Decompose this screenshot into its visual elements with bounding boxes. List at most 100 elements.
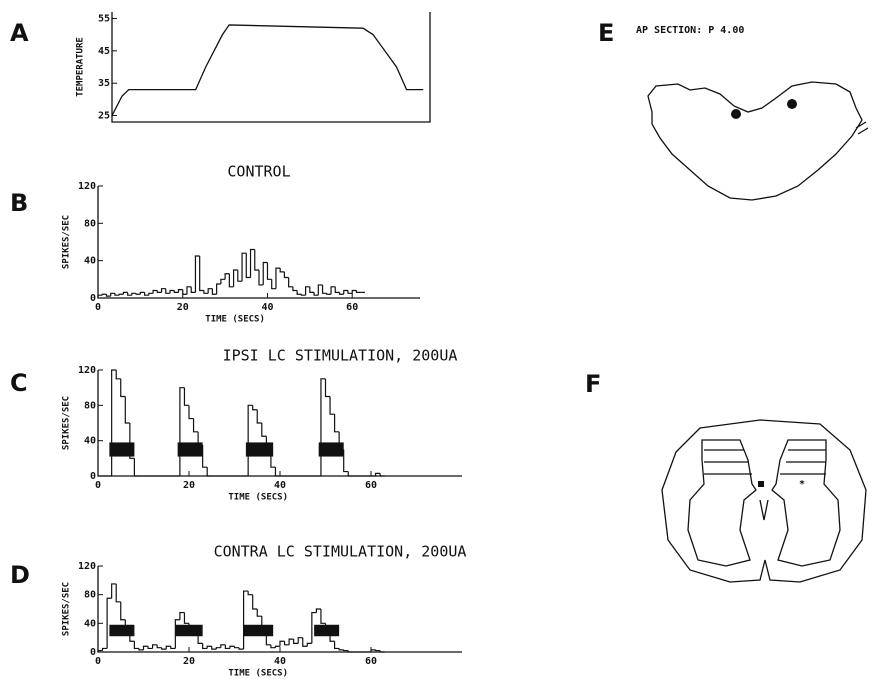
histogram-bin — [229, 274, 233, 287]
histogram-bin — [179, 290, 183, 293]
histogram-bin — [257, 609, 262, 616]
panel-label: C — [10, 369, 28, 397]
histogram-bin — [111, 293, 115, 296]
histogram-bin — [376, 650, 381, 651]
axes — [98, 370, 462, 476]
histogram-bin — [121, 379, 126, 397]
histogram-bin — [184, 388, 189, 406]
histogram-bin — [318, 285, 322, 295]
brainstem-section — [648, 82, 868, 200]
histogram-bin — [306, 287, 310, 295]
y-axis-label: SPIKES/SEC — [62, 582, 72, 636]
y-tick-label: 55 — [98, 13, 110, 24]
histogram-bin — [119, 294, 123, 295]
x-axis-label: TIME (SECS) — [205, 315, 265, 325]
histogram-bin — [307, 643, 312, 646]
histogram-bin — [112, 370, 117, 476]
lesion-marker — [787, 99, 797, 109]
histogram-bin — [153, 645, 158, 649]
histogram-bin — [284, 272, 288, 278]
histogram-bin — [380, 651, 385, 652]
histogram-bin — [184, 613, 189, 624]
y-tick-label: 35 — [98, 78, 110, 89]
panel-label: B — [10, 189, 28, 217]
histogram-bin — [170, 291, 174, 294]
histogram-bin — [221, 279, 225, 284]
histogram-bin — [335, 641, 340, 648]
histogram-bin — [200, 256, 204, 291]
marker — [758, 481, 764, 487]
y-axis-label: SPIKES/SEC — [62, 396, 72, 450]
x-axis-label: TIME (SECS) — [228, 669, 288, 679]
histogram-bin — [246, 253, 250, 277]
chart-title: CONTROL — [227, 163, 290, 181]
chart-title: IPSI LC STIMULATION, 200UA — [223, 347, 458, 365]
histogram-bin — [380, 473, 385, 476]
spinal-section: * — [662, 420, 866, 582]
histogram-bin — [121, 602, 126, 620]
axes — [98, 566, 462, 652]
histogram-bin — [221, 645, 226, 648]
histogram-bin — [162, 289, 166, 293]
histogram-bin — [356, 291, 360, 293]
histogram-bin — [289, 277, 293, 286]
panel-label: F — [585, 370, 601, 398]
histogram-bin — [272, 279, 276, 288]
marker: * — [799, 479, 805, 490]
histogram-bin — [103, 648, 108, 650]
x-tick-label: 20 — [177, 302, 189, 313]
histogram-bin — [195, 256, 199, 292]
histogram-bin — [235, 646, 240, 647]
histogram-bin — [239, 648, 244, 649]
histogram-bin — [340, 292, 344, 294]
histogram-bin — [194, 419, 199, 432]
stimulation-block — [109, 442, 134, 456]
y-axis-label: SPIKES/SEC — [62, 215, 72, 269]
histogram-bin — [263, 263, 267, 285]
histogram-bin — [275, 646, 280, 647]
histogram-bin — [255, 249, 259, 270]
histogram-bin — [134, 641, 139, 648]
histogram-bin — [348, 472, 353, 476]
x-tick-label: 60 — [346, 302, 358, 313]
histogram-bin — [327, 293, 331, 294]
histogram-bin — [180, 613, 185, 620]
temperature-line — [112, 25, 423, 116]
histogram-bin — [136, 293, 140, 294]
histogram-bin — [106, 294, 110, 296]
histogram-bin — [262, 423, 267, 436]
histogram-bin — [253, 595, 258, 609]
histogram-bin — [123, 292, 127, 294]
histogram-bin — [344, 291, 348, 295]
y-tick-label: 120 — [78, 365, 96, 376]
histogram-bin — [203, 445, 208, 467]
histogram-bin — [316, 609, 321, 613]
histogram-bin — [115, 293, 119, 295]
histogram-bin — [298, 638, 303, 644]
histogram-bin — [294, 639, 299, 643]
histogram-bin — [344, 650, 349, 651]
histogram-bin — [301, 294, 305, 295]
y-tick-label: 120 — [78, 181, 96, 192]
histogram-bin — [348, 291, 352, 294]
histogram-bin — [225, 645, 230, 649]
histogram-bin — [208, 289, 212, 294]
histogram-bin — [285, 641, 290, 645]
histogram-bin — [191, 287, 195, 293]
histogram-bin — [204, 291, 208, 294]
lesion-marker — [731, 109, 741, 119]
histogram-bin — [348, 651, 353, 652]
x-tick-label: 0 — [95, 656, 101, 667]
histogram-bin — [352, 291, 356, 294]
histogram-bin — [171, 646, 176, 648]
histogram-bin — [207, 646, 212, 648]
histogram-bin — [331, 287, 335, 294]
x-tick-label: 0 — [95, 302, 101, 313]
stimulation-block — [109, 625, 134, 636]
histogram-bin — [189, 405, 194, 418]
histogram-bin — [212, 646, 217, 649]
histogram-bin — [344, 450, 349, 472]
histogram-bin — [217, 284, 221, 294]
panel-label: E — [598, 19, 614, 47]
histogram-bin — [335, 287, 339, 293]
